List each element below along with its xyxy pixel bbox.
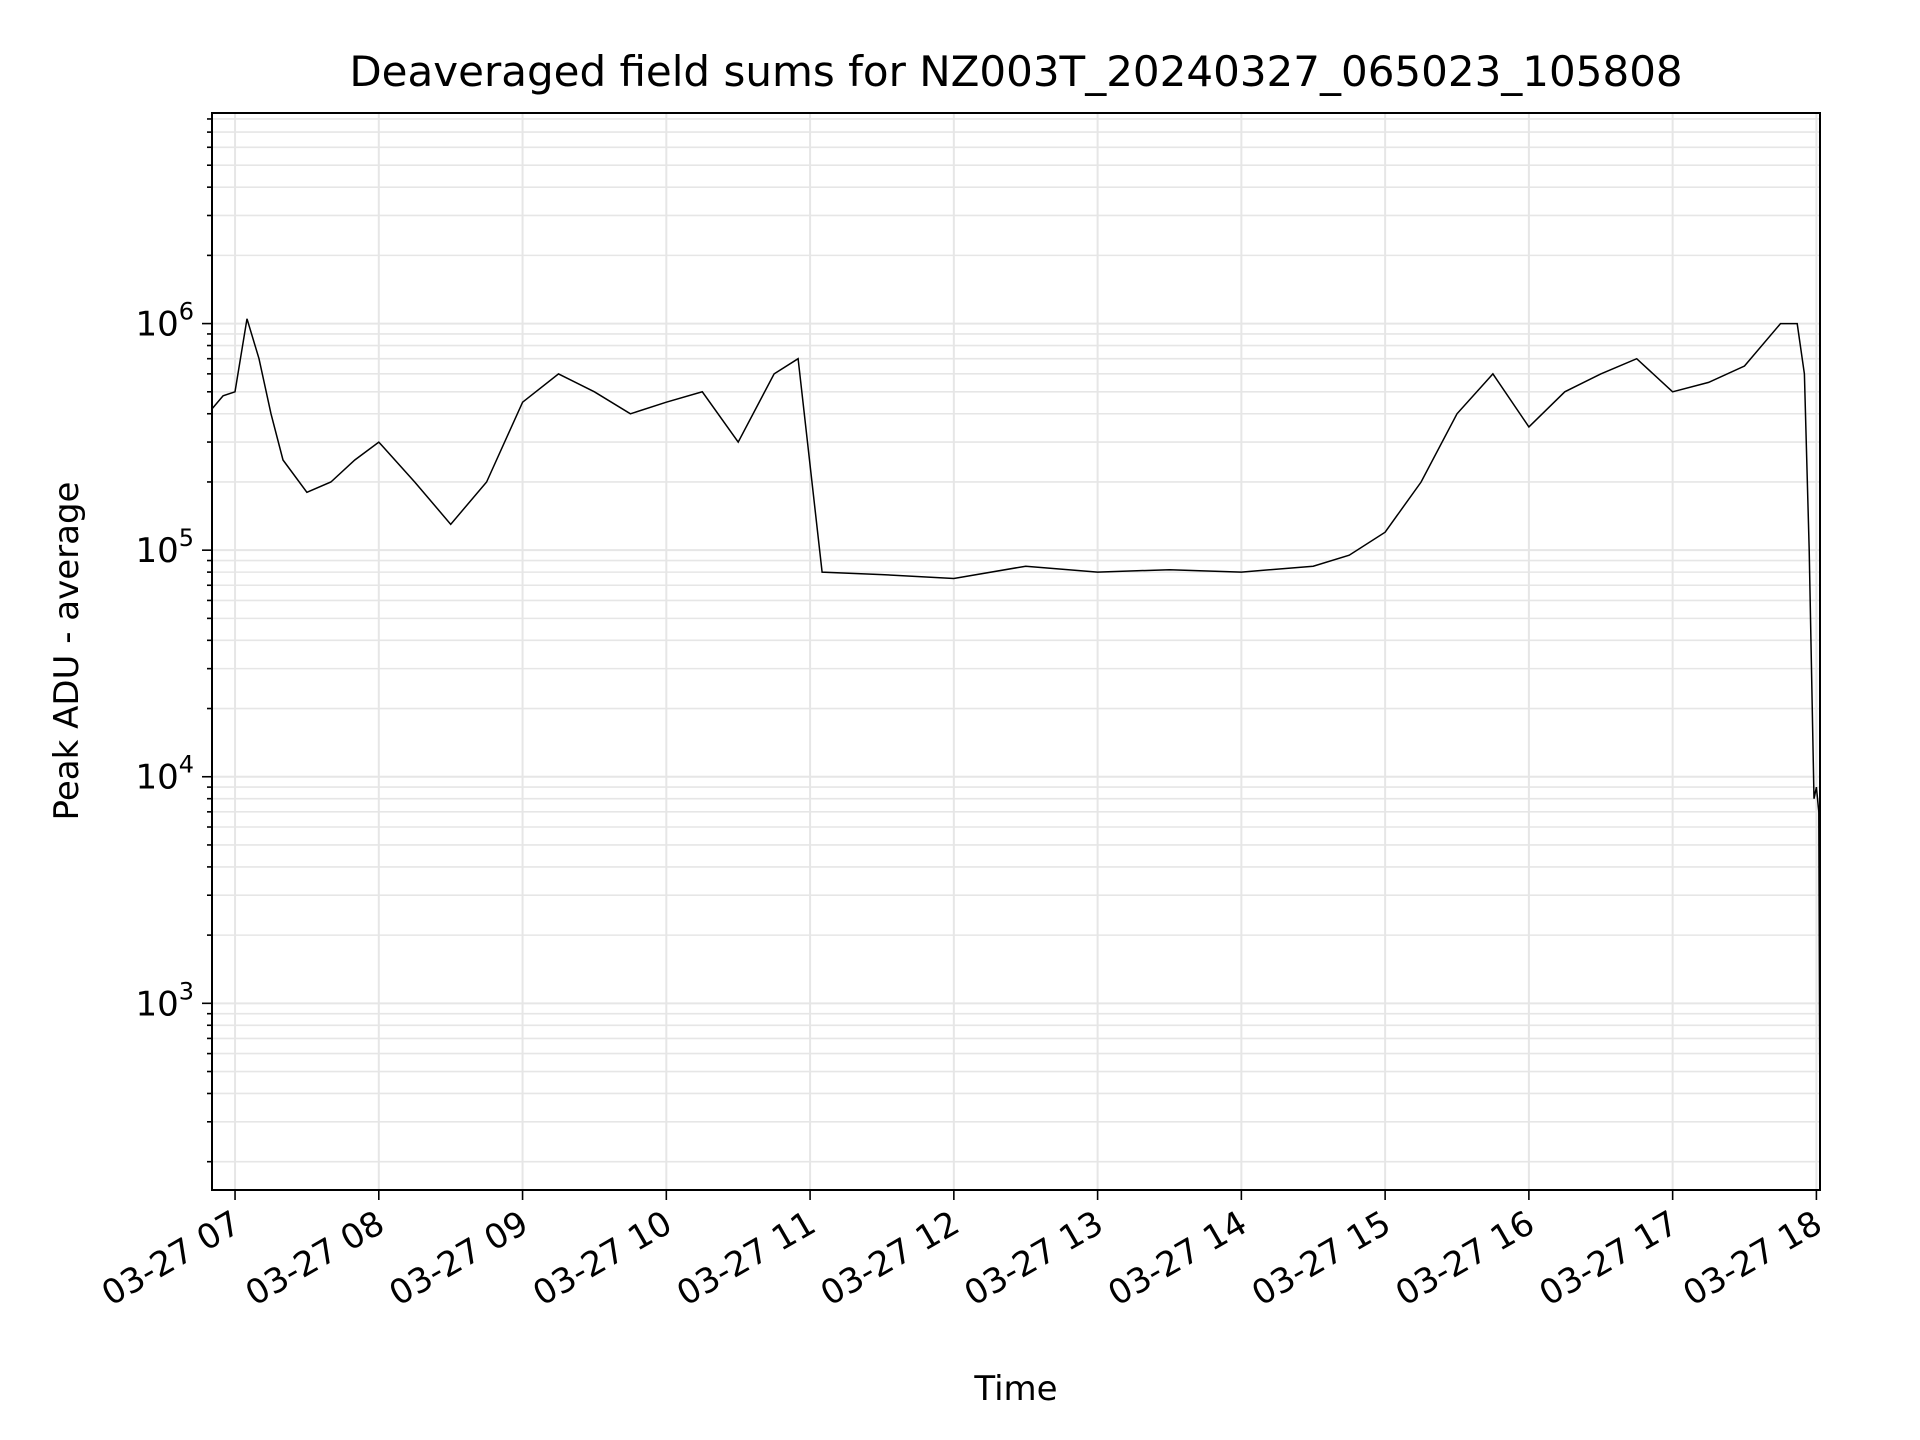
x-tick-label: 03-27 07 <box>95 1203 247 1314</box>
y-tick-base: 10 <box>135 984 178 1024</box>
y-tick-exponent: 4 <box>179 751 194 779</box>
x-tick-label: 03-27 09 <box>383 1203 535 1314</box>
y-tick-label: 103 <box>135 977 194 1024</box>
chart-title: Deaveraged field sums for NZ003T_2024032… <box>349 47 1682 96</box>
x-tick-label: 03-27 13 <box>958 1203 1110 1314</box>
y-tick-label: 105 <box>135 524 194 571</box>
series-line-layer <box>211 318 1821 1140</box>
x-tick-label: 03-27 08 <box>239 1203 391 1314</box>
x-tick-label: 03-27 16 <box>1389 1203 1541 1314</box>
x-tick-label: 03-27 14 <box>1101 1203 1253 1314</box>
x-tick-label: 03-27 11 <box>670 1203 822 1314</box>
y-axis-label: Peak ADU - average <box>47 482 87 821</box>
y-tick-exponent: 6 <box>179 298 194 326</box>
y-tick-exponent: 3 <box>179 977 194 1005</box>
series-line <box>211 318 1821 1140</box>
x-tick-label: 03-27 10 <box>526 1203 678 1314</box>
plot-area-frame <box>211 112 1821 1191</box>
x-tick-label: 03-27 15 <box>1245 1203 1397 1314</box>
x-tick-label: 03-27 18 <box>1677 1203 1829 1314</box>
y-tick-base: 10 <box>135 758 178 798</box>
grid <box>212 113 1820 1190</box>
y-tick-base: 10 <box>135 305 178 345</box>
y-tick-exponent: 5 <box>179 524 194 552</box>
x-axis-label: Time <box>973 1369 1057 1409</box>
y-tick-base: 10 <box>135 531 178 571</box>
y-tick-label: 106 <box>135 298 194 345</box>
x-tick-label: 03-27 12 <box>814 1203 966 1314</box>
x-tick-label: 03-27 17 <box>1533 1203 1685 1314</box>
y-tick-label: 104 <box>135 751 194 798</box>
